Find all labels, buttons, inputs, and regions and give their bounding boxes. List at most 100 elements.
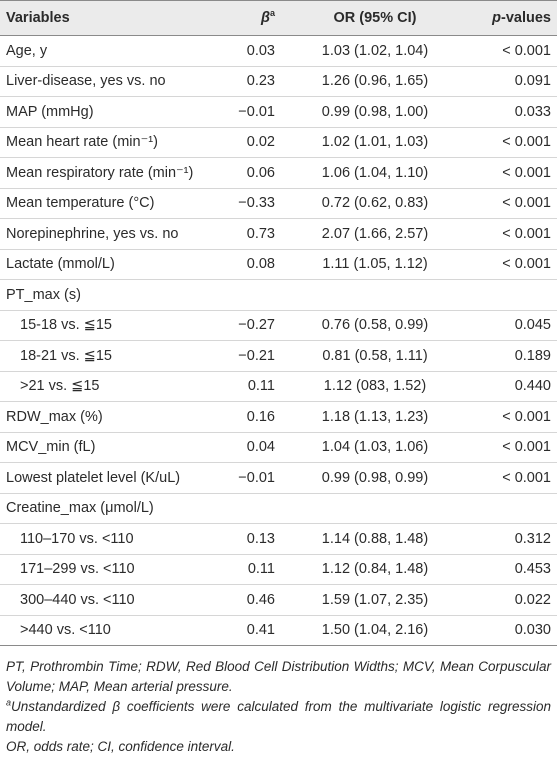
table-footnotes: PT, Prothrombin Time; RDW, Red Blood Cel…	[0, 646, 557, 757]
row-odds-ratio: 1.26 (0.96, 1.65)	[321, 73, 429, 90]
row-variable: 15-18 vs. ≦15	[20, 317, 112, 334]
row-beta: 0.06	[246, 164, 275, 181]
row-odds-ratio: 2.07 (1.66, 2.57)	[321, 225, 429, 242]
table-row: Mean temperature (°C) −0.33 0.72 (0.62, 0.…	[0, 188, 557, 219]
row-variable: Age, y	[6, 42, 48, 59]
row-p-value: < 0.001	[502, 439, 551, 456]
row-p-value: < 0.001	[502, 225, 551, 242]
table-header: Variables βa OR (95% CI) p-values	[0, 0, 557, 36]
row-p-value: 0.033	[514, 103, 551, 120]
row-variable: RDW_max (%)	[6, 408, 103, 425]
row-odds-ratio: 1.18 (1.13, 1.23)	[321, 408, 429, 425]
abbrev-note: PT, Prothrombin Time; RDW, Red Blood Cel…	[6, 659, 551, 694]
row-beta: −0.33	[238, 195, 275, 212]
row-beta: −0.21	[238, 347, 275, 364]
regression-table: Variables βa OR (95% CI) p-values Age, y…	[0, 0, 557, 646]
table-row: Liver-disease, yes vs. no 0.23 1.26 (0.96,…	[0, 66, 557, 97]
row-variable: 18-21 vs. ≦15	[20, 347, 112, 364]
table-row: 110–170 vs. <110 0.13 1.14 (0.88, 1.48) 0.3…	[0, 524, 557, 554]
row-beta: −0.27	[238, 317, 275, 334]
beta-note-symbol: β	[112, 699, 121, 714]
row-beta: 0.03	[246, 42, 275, 59]
row-variable: 300–440 vs. <110	[20, 591, 135, 608]
row-odds-ratio: 1.50 (1.04, 2.16)	[321, 622, 429, 639]
row-p-value: 0.453	[514, 561, 551, 578]
row-beta: 0.46	[246, 591, 275, 608]
or-note: OR, odds rate; CI, confidence interval.	[6, 739, 235, 754]
row-variable: >440 vs. <110	[20, 622, 111, 639]
row-variable: Norepinephrine, yes vs. no	[6, 225, 179, 242]
table-row: Mean respiratory rate (min⁻¹) 0.06 1.06 (1…	[0, 158, 557, 188]
header-beta: βa	[215, 1, 285, 36]
table-body: Age, y 0.03 1.03 (1.02, 1.04) < 0.001 Liver-…	[0, 36, 557, 646]
row-beta: 0.08	[246, 256, 275, 273]
table-row: 15-18 vs. ≦15 −0.27 0.76 (0.58, 0.99) 0.045	[0, 310, 557, 341]
row-variable: Mean respiratory rate (min⁻¹)	[6, 164, 194, 181]
header-p-rest: -values	[501, 10, 551, 26]
table-row: 171–299 vs. <110 0.11 1.12 (0.84, 1.48) 0.4…	[0, 554, 557, 585]
row-variable: MCV_min (fL)	[6, 439, 96, 456]
row-beta: −0.01	[238, 469, 275, 486]
row-p-value: 0.189	[514, 347, 551, 364]
table-row: Lactate (mmol/L) 0.08 1.11 (1.05, 1.12) < 0…	[0, 249, 557, 280]
row-p-value: < 0.001	[502, 256, 551, 273]
header-or: OR (95% CI)	[333, 10, 417, 26]
table-row: 300–440 vs. <110 0.46 1.59 (1.07, 2.35) 0.0…	[0, 585, 557, 615]
row-variable: PT_max (s)	[6, 286, 81, 303]
table-row: 18-21 vs. ≦15 −0.21 0.81 (0.58, 1.11) 0.189	[0, 341, 557, 371]
row-odds-ratio: 1.12 (083, 1.52)	[323, 378, 427, 395]
row-odds-ratio: 0.81 (0.58, 1.11)	[322, 347, 428, 364]
row-odds-ratio: 0.99 (0.98, 1.00)	[321, 103, 429, 120]
row-odds-ratio: 1.06 (1.04, 1.10)	[321, 164, 429, 181]
beta-note-before: Unstandardized	[11, 699, 113, 714]
row-odds-ratio	[285, 280, 465, 311]
row-p-value	[465, 493, 557, 524]
table-row: Norepinephrine, yes vs. no 0.73 2.07 (1.66…	[0, 219, 557, 249]
row-beta: 0.13	[246, 530, 275, 547]
row-beta: 0.04	[246, 439, 275, 456]
row-odds-ratio: 1.02 (1.01, 1.03)	[321, 134, 429, 151]
table-row: Lowest platelet level (K/uL) −0.01 0.99 (0…	[0, 463, 557, 493]
header-row: Variables βa OR (95% CI) p-values	[0, 0, 557, 36]
beta-note: aUnstandardized β coefficients were calc…	[6, 697, 551, 737]
row-variable: Lowest platelet level (K/uL)	[6, 469, 181, 486]
row-variable: MAP (mmHg)	[6, 103, 94, 120]
table-row: PT_max (s)	[0, 280, 557, 311]
row-beta: 0.11	[247, 561, 275, 578]
row-odds-ratio: 1.59 (1.07, 2.35)	[321, 591, 429, 608]
table-row: Creatine_max (μmol/L)	[0, 493, 557, 524]
row-beta	[215, 280, 285, 311]
row-variable: Mean temperature (°C)	[6, 195, 155, 212]
row-variable: Mean heart rate (min⁻¹)	[6, 134, 158, 151]
row-beta: 0.11	[247, 378, 275, 395]
row-odds-ratio: 1.04 (1.03, 1.06)	[321, 439, 429, 456]
row-p-value: < 0.001	[502, 134, 551, 151]
row-variable: Liver-disease, yes vs. no	[6, 73, 166, 90]
row-p-value: < 0.001	[502, 195, 551, 212]
row-p-value: < 0.001	[502, 42, 551, 59]
row-beta: 0.41	[246, 622, 275, 639]
row-p-value: 0.045	[514, 317, 551, 334]
row-variable: Lactate (mmol/L)	[6, 256, 115, 273]
row-beta: 0.23	[246, 73, 275, 90]
row-beta: 0.02	[246, 134, 275, 151]
header-beta-sup: a	[269, 8, 275, 19]
row-p-value: < 0.001	[502, 164, 551, 181]
row-p-value: < 0.001	[502, 408, 551, 425]
row-p-value: 0.022	[514, 591, 551, 608]
row-p-value	[465, 280, 557, 311]
table-row: Age, y 0.03 1.03 (1.02, 1.04) < 0.001	[0, 36, 557, 66]
row-odds-ratio: 0.76 (0.58, 0.99)	[321, 317, 429, 334]
row-odds-ratio	[285, 493, 465, 524]
row-p-value: 0.312	[514, 530, 551, 547]
header-variables: Variables	[6, 10, 70, 26]
row-p-value: < 0.001	[502, 469, 551, 486]
row-p-value: 0.091	[514, 73, 551, 90]
table-row: MAP (mmHg) −0.01 0.99 (0.98, 1.00) 0.033	[0, 97, 557, 127]
row-beta	[215, 493, 285, 524]
table-row: Mean heart rate (min⁻¹) 0.02 1.02 (1.01, 1…	[0, 127, 557, 158]
row-variable: 171–299 vs. <110	[20, 561, 135, 578]
row-variable: 110–170 vs. <110	[20, 530, 134, 547]
table-row: >440 vs. <110 0.41 1.50 (1.04, 2.16) 0.030	[0, 615, 557, 646]
